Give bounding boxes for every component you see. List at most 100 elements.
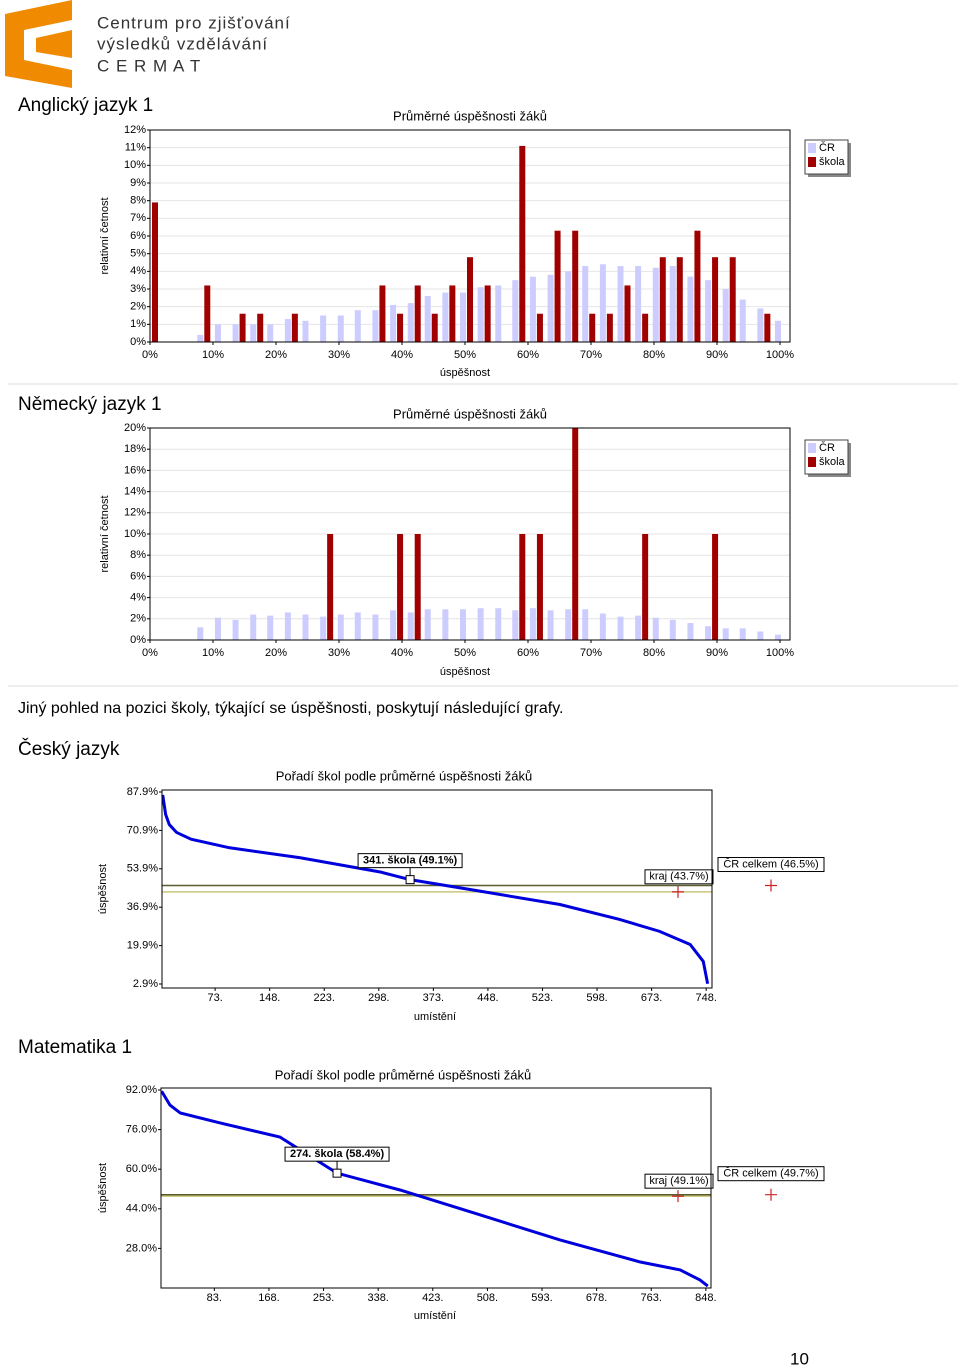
- bar: [284, 612, 291, 640]
- bar: [407, 303, 414, 342]
- bar: [320, 315, 327, 342]
- plot-frame: [149, 129, 791, 343]
- x-tick-label: 593.: [531, 1292, 552, 1304]
- intro-text: Jiný pohled na pozici školy, týkající se…: [18, 700, 563, 717]
- bar: [512, 610, 519, 640]
- bar: [407, 612, 414, 640]
- legend-label: ČR: [819, 141, 835, 154]
- bar: [424, 609, 431, 640]
- section-heading: Český jazyk: [18, 738, 120, 760]
- bar: [327, 534, 334, 640]
- bar: [529, 276, 536, 342]
- bar: [250, 614, 257, 640]
- plot-frame: [149, 427, 791, 641]
- bar: [669, 619, 676, 640]
- bar: [477, 287, 484, 342]
- bar: [652, 267, 659, 342]
- y-tick-label: 7%: [130, 212, 146, 224]
- x-tick-label: 90%: [706, 349, 728, 361]
- bar: [669, 266, 676, 342]
- section-heading: Matematika 1: [18, 1037, 132, 1058]
- x-tick-label: 100%: [766, 647, 794, 659]
- y-tick-label: 11%: [125, 142, 146, 154]
- y-tick-label: 2.9%: [133, 978, 158, 990]
- x-tick-label: 508.: [477, 1292, 498, 1304]
- y-tick-label: 6%: [130, 570, 146, 582]
- reference-label-box: [717, 1166, 825, 1182]
- bar: [397, 534, 404, 640]
- bar: [214, 617, 221, 640]
- bar: [250, 324, 257, 342]
- bar: [572, 428, 579, 640]
- bar: [739, 299, 746, 342]
- plot-frame: [160, 1087, 712, 1289]
- legend-swatch: [808, 443, 816, 453]
- bar: [232, 619, 239, 640]
- bar: [599, 613, 606, 640]
- page-number: 10: [790, 1349, 809, 1368]
- plot-frame: [161, 789, 713, 989]
- x-tick-label: 298.: [368, 992, 389, 1004]
- bar: [431, 313, 438, 342]
- bar: [617, 616, 624, 640]
- bar: [757, 631, 764, 640]
- y-tick-label: 19.9%: [127, 940, 158, 952]
- legend-swatch: [808, 457, 816, 467]
- school-label-box: [284, 1146, 390, 1162]
- y-tick-label: 0%: [130, 634, 146, 646]
- y-tick-label: 4%: [130, 265, 146, 277]
- x-tick-label: 20%: [265, 647, 287, 659]
- x-axis-label: umístění: [414, 1011, 456, 1023]
- school-marker: [332, 1168, 342, 1178]
- x-tick-label: 448.: [477, 992, 498, 1004]
- x-tick-label: 598.: [586, 992, 607, 1004]
- bar: [519, 145, 526, 342]
- rank-line: [161, 794, 710, 985]
- bar: [764, 313, 771, 342]
- chart-title: Průměrné úspěšnosti žáků: [393, 406, 547, 421]
- y-tick-label: 14%: [124, 486, 146, 498]
- y-axis-label: relativní četnost: [99, 197, 111, 274]
- x-tick-label: 848.: [695, 1292, 716, 1304]
- chart-title: Pořadí škol podle průměrné úspěšnosti žá…: [276, 768, 533, 783]
- y-tick-label: 12%: [124, 507, 146, 519]
- x-tick-label: 80%: [643, 647, 665, 659]
- bar: [565, 609, 572, 640]
- bar: [484, 285, 491, 342]
- reference-label-box: [717, 857, 825, 873]
- org-line: výsledků vzdělávání: [97, 34, 268, 53]
- reference-label-box: [644, 869, 714, 885]
- school-label: 274. škola (58.4%): [290, 1148, 385, 1160]
- x-axis-label: úspěšnost: [440, 666, 490, 678]
- reference-label: kraj (49.1%): [649, 1175, 708, 1187]
- x-tick-label: 423.: [422, 1292, 443, 1304]
- bar: [589, 313, 596, 342]
- bar: [414, 285, 421, 342]
- bar: [694, 230, 701, 342]
- x-tick-label: 148.: [259, 992, 280, 1004]
- bar: [599, 264, 606, 342]
- bar: [642, 313, 649, 342]
- bar: [582, 609, 589, 640]
- reference-marker: [765, 879, 777, 892]
- reference-label-box: [644, 1173, 714, 1189]
- reference-label: ČR celkem (46.5%): [723, 857, 818, 870]
- y-tick-label: 53.9%: [127, 863, 158, 875]
- rank-line: [160, 1090, 709, 1288]
- x-tick-label: 80%: [643, 349, 665, 361]
- x-tick-label: 10%: [202, 647, 224, 659]
- school-label: 341. škola (49.1%): [363, 855, 458, 867]
- bar: [712, 534, 719, 640]
- bar: [267, 615, 274, 640]
- y-axis-label: relativní četnost: [99, 495, 111, 572]
- bar: [687, 276, 694, 342]
- legend-label: škola: [819, 456, 846, 468]
- bar: [495, 285, 502, 342]
- school-marker: [405, 875, 415, 885]
- legend-swatch: [808, 157, 816, 167]
- x-tick-label: 748.: [695, 992, 716, 1004]
- bar: [775, 634, 781, 640]
- section-heading: Anglický jazyk 1: [18, 95, 153, 116]
- bar: [624, 285, 631, 342]
- bar: [606, 313, 613, 342]
